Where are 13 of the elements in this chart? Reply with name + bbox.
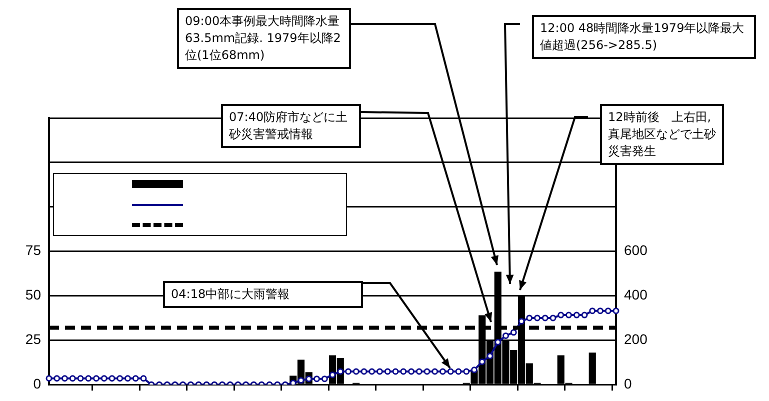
y-tick-label: 50 bbox=[25, 286, 42, 303]
y2-tick-label: 0 bbox=[624, 375, 632, 392]
y2-tick-label: 600 bbox=[624, 242, 648, 258]
y2-tick-label: 200 bbox=[624, 331, 648, 348]
y-tick-label: 0 bbox=[33, 375, 42, 392]
callout-box: 12時前後 上右田,真尾地区などで土砂災害発生 bbox=[600, 104, 724, 165]
callout-box: 07:40防府市などに土砂災害警戒情報 bbox=[221, 104, 361, 148]
y2-tick-label: 400 bbox=[624, 286, 648, 303]
callout-box: 09:00本事例最大時間降水量63.5mm記録. 1979年以降2位(1位68mm) bbox=[177, 8, 351, 69]
y-tick-label: 75 bbox=[25, 242, 42, 258]
y-tick-label: 25 bbox=[25, 331, 42, 348]
callout-box: 04:18中部に大雨警報 bbox=[163, 281, 363, 308]
callout-box: 12:00 48時間降水量1979年以降最大値超過(256->285.5) bbox=[532, 15, 756, 59]
